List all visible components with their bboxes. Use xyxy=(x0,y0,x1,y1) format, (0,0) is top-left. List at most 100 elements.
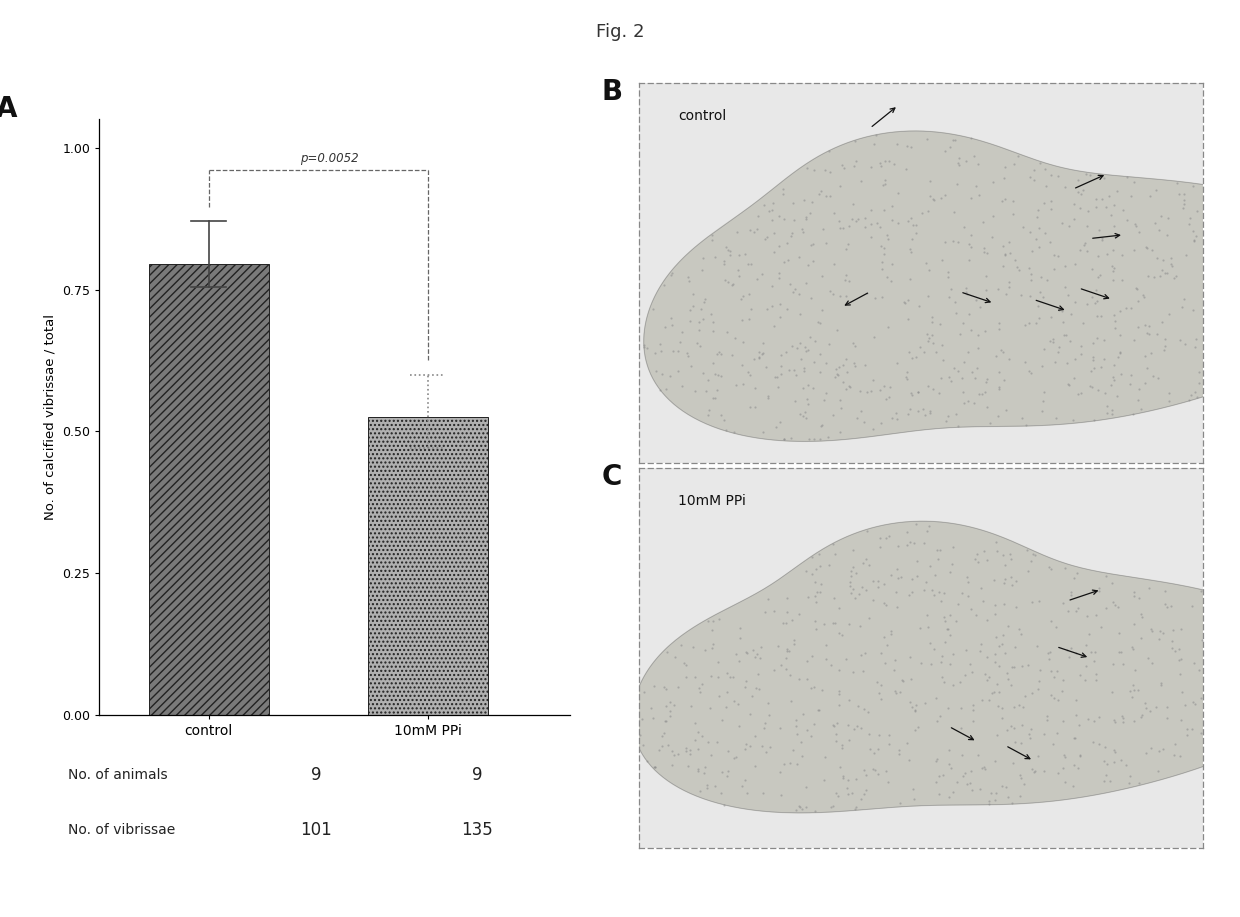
Point xyxy=(732,313,751,327)
Point xyxy=(950,675,970,690)
Point xyxy=(1095,171,1115,185)
Point xyxy=(874,577,894,591)
Point xyxy=(698,372,718,387)
Point xyxy=(709,689,729,703)
Point xyxy=(949,597,968,612)
Point xyxy=(1086,608,1106,623)
Point xyxy=(916,131,936,146)
Point xyxy=(1146,700,1166,714)
Point xyxy=(1121,189,1141,204)
Point xyxy=(960,237,980,251)
Point xyxy=(1176,248,1195,262)
Point xyxy=(755,715,775,730)
Point xyxy=(913,402,932,416)
Point xyxy=(961,191,981,205)
Point xyxy=(967,547,987,561)
Point xyxy=(799,378,818,392)
Point xyxy=(1184,697,1204,712)
Point xyxy=(970,643,990,657)
Point xyxy=(1030,156,1050,171)
Point xyxy=(900,695,920,710)
Point xyxy=(789,798,808,812)
Point xyxy=(753,739,773,754)
Point xyxy=(977,673,997,688)
Point xyxy=(1023,547,1043,561)
Point xyxy=(637,753,657,768)
Point xyxy=(1080,168,1100,182)
Point xyxy=(941,761,961,776)
Point xyxy=(1043,736,1063,751)
Point xyxy=(1028,298,1048,313)
Point xyxy=(792,801,812,816)
Point xyxy=(1083,350,1102,365)
Point xyxy=(825,205,844,220)
Point xyxy=(714,798,734,812)
Point xyxy=(868,574,888,589)
Point xyxy=(1039,651,1059,666)
Point xyxy=(681,314,701,328)
Point xyxy=(641,701,661,715)
Point xyxy=(697,778,717,792)
Point xyxy=(1114,714,1133,729)
Point xyxy=(848,699,868,713)
Point xyxy=(732,779,751,794)
Point xyxy=(815,772,835,787)
Point xyxy=(946,613,966,628)
Point xyxy=(950,326,970,341)
Point xyxy=(794,706,813,721)
Point xyxy=(719,248,739,262)
Point xyxy=(1019,315,1039,330)
Point xyxy=(796,276,816,291)
Point xyxy=(1091,619,1111,634)
Point xyxy=(1158,306,1178,321)
Point xyxy=(954,768,973,783)
Point xyxy=(1064,757,1084,772)
Point xyxy=(821,284,841,299)
Point xyxy=(645,759,665,774)
Point xyxy=(1002,659,1022,674)
Point xyxy=(790,306,810,321)
Point xyxy=(701,748,720,763)
Point xyxy=(862,203,882,217)
Point xyxy=(839,575,859,590)
Point xyxy=(921,582,941,597)
Point xyxy=(906,226,926,240)
Point xyxy=(1014,777,1034,791)
Point xyxy=(939,790,959,805)
Point xyxy=(1102,576,1122,591)
Point xyxy=(1034,385,1054,400)
Point xyxy=(843,581,863,596)
Point xyxy=(689,685,709,700)
Point xyxy=(1174,197,1194,212)
Point xyxy=(939,743,959,757)
Point xyxy=(937,622,957,636)
Point xyxy=(831,288,851,303)
Point xyxy=(946,305,966,320)
Point xyxy=(702,233,722,248)
Point xyxy=(1040,334,1060,348)
Point xyxy=(1192,691,1211,705)
Point xyxy=(729,718,749,733)
Point xyxy=(838,238,858,252)
Point xyxy=(1006,253,1025,268)
Point xyxy=(960,253,980,268)
Point xyxy=(1111,753,1131,768)
Point xyxy=(839,273,859,288)
Point xyxy=(1157,265,1177,280)
Point xyxy=(940,139,960,154)
Point xyxy=(880,627,900,642)
Point xyxy=(777,604,797,619)
Point xyxy=(655,679,675,694)
Point xyxy=(688,763,708,778)
Point xyxy=(1169,642,1189,657)
Point xyxy=(867,128,887,143)
Point xyxy=(771,348,791,362)
Point xyxy=(909,298,929,313)
Point xyxy=(702,307,722,322)
Point xyxy=(1037,179,1056,193)
Point xyxy=(831,425,851,440)
Point xyxy=(1025,763,1045,778)
Point xyxy=(662,266,682,281)
Point xyxy=(1179,216,1199,231)
Point xyxy=(1022,243,1042,258)
